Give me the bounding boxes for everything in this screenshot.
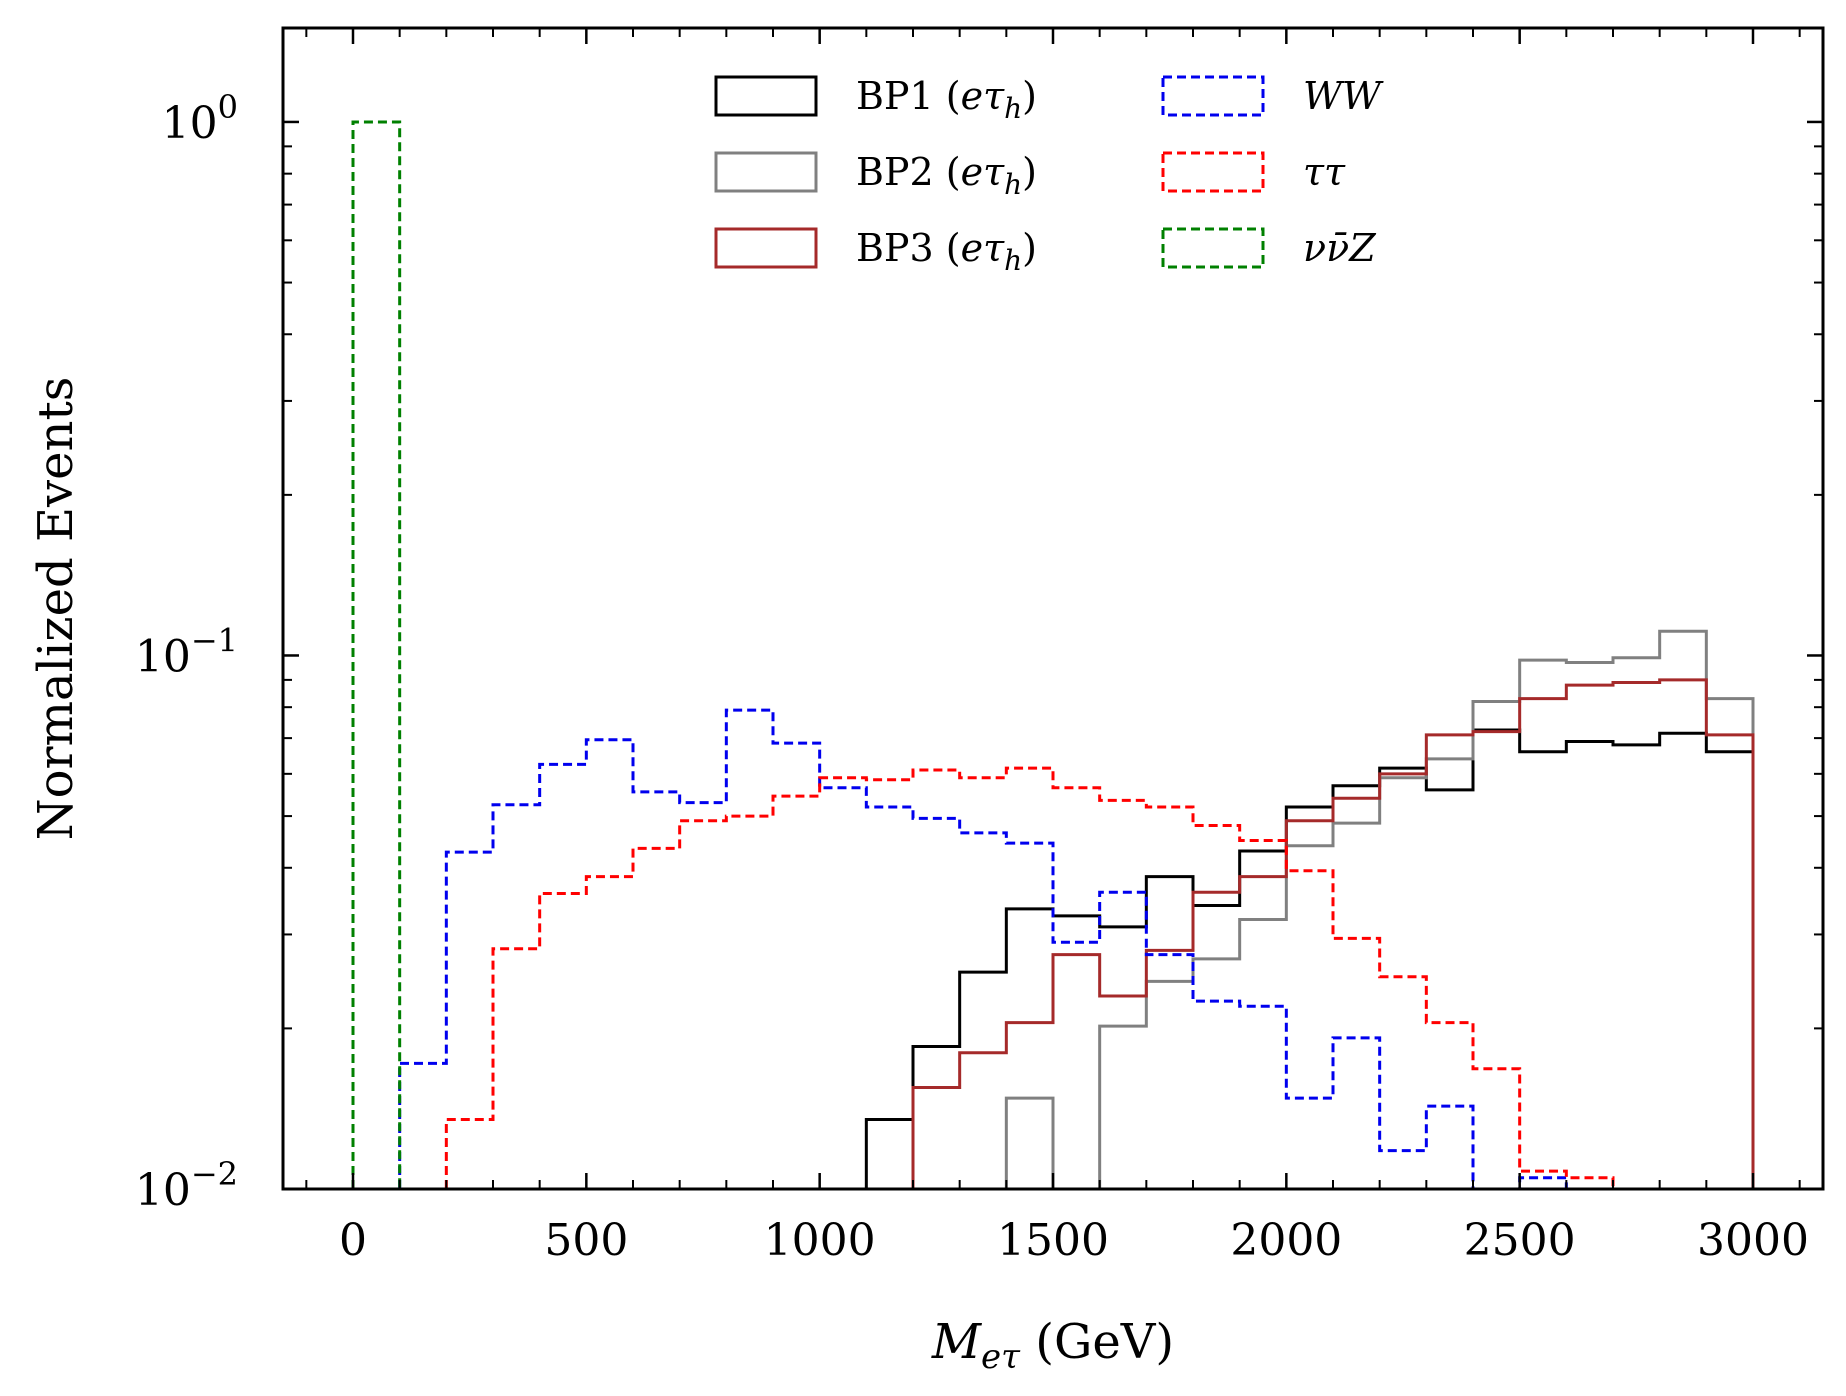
legend-swatch-ww <box>1161 75 1265 117</box>
legend-item-bp1: BP1 (eτh) <box>714 74 1037 125</box>
x-tick-label: 1000 <box>764 1215 876 1266</box>
ticks-layer: 0 500 1000 1500 2000 2500 3000 10−2 10−1 100 <box>135 28 1823 1266</box>
x-axis-label-sub: eτ <box>981 1337 1021 1377</box>
series-bp3-line <box>911 678 1755 1189</box>
legend-swatch-nunuz <box>1161 227 1265 269</box>
x-tick-label: 2500 <box>1464 1215 1576 1266</box>
series-layer <box>351 120 1755 1189</box>
y-tick-label: 10−1 <box>135 621 238 682</box>
legend-label-bp2: BP2 (eτh) <box>856 150 1037 201</box>
legend-swatch-bp2 <box>714 151 818 193</box>
x-tick-label: 500 <box>544 1215 628 1266</box>
x-tick-label: 1500 <box>997 1215 1109 1266</box>
legend-swatch-tautau <box>1161 151 1265 193</box>
legend-item-nunuz: νν̄Z <box>1161 226 1376 270</box>
legend-label-nunuz: νν̄Z <box>1303 226 1376 270</box>
series-nunuz-line <box>351 120 402 1189</box>
x-axis-label-unit: (GeV) <box>1020 1314 1174 1370</box>
legend-item-ww: WW <box>1161 74 1384 118</box>
y-tick-label: 100 <box>162 88 238 149</box>
legend-item-bp3: BP3 (eτh) <box>714 226 1037 277</box>
legend-label-ww: WW <box>1303 74 1384 118</box>
x-tick-label: 3000 <box>1697 1215 1809 1266</box>
x-axis-label-main: M <box>931 1314 983 1370</box>
legend-label-tautau: ττ <box>1303 150 1346 194</box>
series-bp1-line <box>864 728 1755 1189</box>
series-bp2-line <box>1004 629 1755 1189</box>
x-tick-label: 2000 <box>1230 1215 1342 1266</box>
y-tick-label: 10−2 <box>135 1155 238 1216</box>
legend-item-bp2: BP2 (eτh) <box>714 150 1037 201</box>
x-tick-label: 0 <box>339 1215 367 1266</box>
x-axis-label: Meτ (GeV) <box>931 1314 1174 1377</box>
legend-swatch-bp3 <box>714 227 818 269</box>
legend: BP1 (eτh) BP2 (eτh) BP3 (eτh) WW ττ νν̄Z <box>714 74 1384 277</box>
series-tautau-line <box>444 766 1615 1189</box>
legend-item-tautau: ττ <box>1161 150 1346 194</box>
legend-label-bp1: BP1 (eτh) <box>856 74 1037 125</box>
legend-label-bp3: BP3 (eτh) <box>856 226 1037 277</box>
legend-swatch-bp1 <box>714 75 818 117</box>
series-ww-line <box>398 708 1568 1189</box>
y-axis-label: Normalized Events <box>28 377 84 841</box>
